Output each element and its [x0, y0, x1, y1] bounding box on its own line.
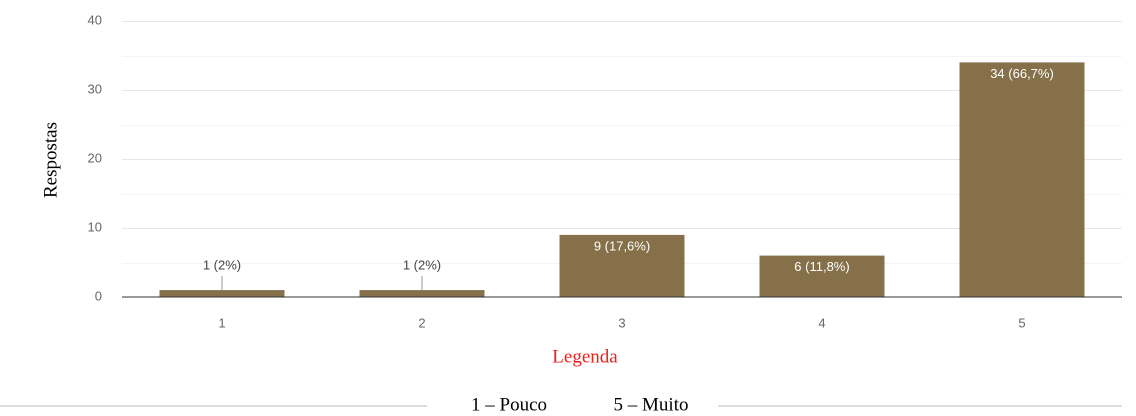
data-labels: 1 (2%) 1 (2%) 9 (17,6%) 6 (11,8%) 34 (66,7%) [203, 66, 1054, 291]
bar [759, 255, 885, 297]
bars [159, 62, 1085, 298]
legend-title: Legenda [552, 346, 618, 367]
y-tick-label: 40 [88, 12, 102, 27]
data-label: 34 (66,7%) [990, 66, 1054, 81]
data-label: 1 (2%) [203, 257, 241, 272]
data-label: 1 (2%) [403, 257, 441, 272]
legend-item-low: 1 – Pouco [471, 394, 547, 415]
x-axis-ticks: 1 2 3 4 5 [218, 315, 1025, 330]
data-label: 9 (17,6%) [594, 238, 650, 253]
x-tick-label: 3 [618, 315, 625, 330]
bar [159, 290, 285, 297]
y-axis-ticks: 0 10 20 30 40 [88, 12, 102, 303]
x-tick-label: 1 [218, 315, 225, 330]
bar [559, 234, 685, 297]
y-tick-label: 10 [88, 219, 102, 234]
x-tick-label: 2 [418, 315, 425, 330]
y-tick-label: 20 [88, 150, 102, 165]
y-tick-label: 30 [88, 81, 102, 96]
legend-item-high: 5 – Muito [614, 394, 689, 415]
y-axis-title: Respostas [40, 122, 61, 198]
y-tick-label: 0 [95, 288, 102, 303]
x-tick-label: 4 [818, 315, 825, 330]
gridlines [122, 21, 1122, 264]
bar [359, 290, 485, 297]
data-label: 6 (11,8%) [794, 259, 849, 274]
x-tick-label: 5 [1018, 315, 1025, 330]
bar [959, 62, 1085, 298]
